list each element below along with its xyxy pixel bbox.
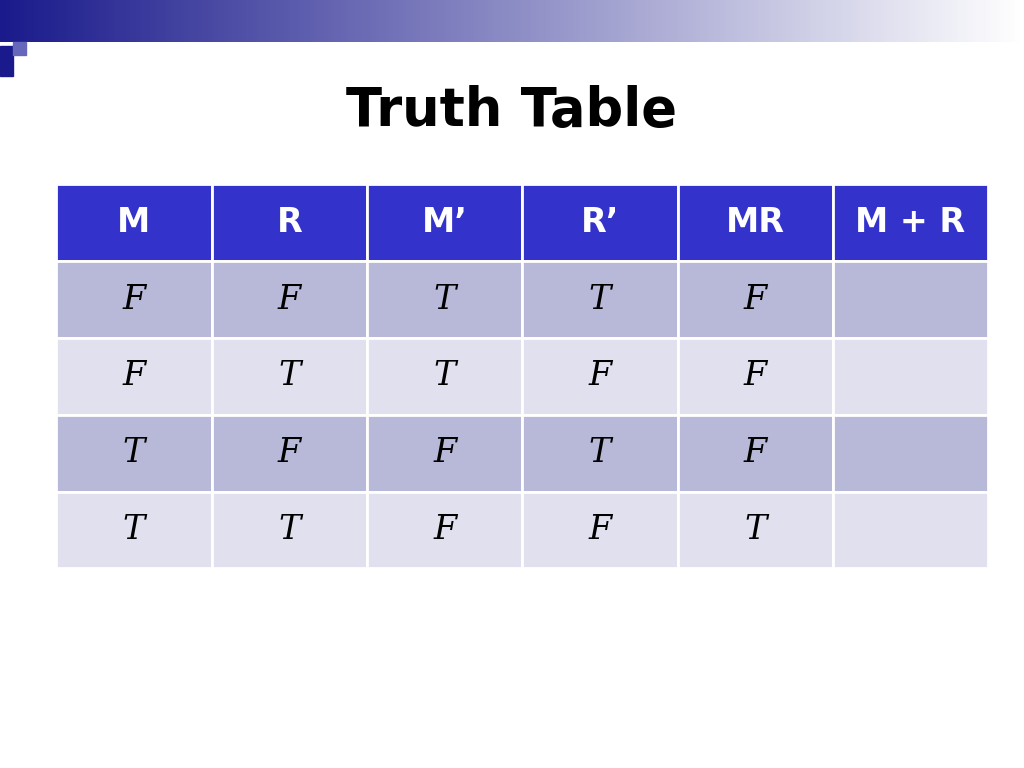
Text: MR: MR <box>726 207 784 239</box>
Text: F: F <box>278 283 301 316</box>
Text: T: T <box>589 437 611 469</box>
Text: F: F <box>123 360 145 392</box>
Bar <box>522 261 678 338</box>
Text: F: F <box>123 283 145 316</box>
Text: F: F <box>433 514 456 546</box>
Bar <box>212 415 367 492</box>
Bar <box>522 492 678 568</box>
Bar <box>367 492 522 568</box>
Text: F: F <box>589 360 611 392</box>
Bar <box>56 184 212 261</box>
Text: F: F <box>743 360 767 392</box>
Bar <box>212 184 367 261</box>
Text: F: F <box>589 514 611 546</box>
Bar <box>56 261 212 338</box>
Bar <box>833 415 988 492</box>
Bar <box>56 415 212 492</box>
Bar <box>678 261 833 338</box>
Bar <box>522 338 678 415</box>
Text: F: F <box>278 437 301 469</box>
Bar <box>0 46 12 76</box>
Text: T: T <box>433 360 456 392</box>
Text: M + R: M + R <box>855 207 966 239</box>
Text: T: T <box>433 283 456 316</box>
Text: T: T <box>279 360 300 392</box>
Text: T: T <box>279 514 300 546</box>
Bar <box>212 338 367 415</box>
Bar <box>833 261 988 338</box>
Text: F: F <box>743 283 767 316</box>
Bar <box>678 184 833 261</box>
Bar <box>678 338 833 415</box>
Bar <box>212 492 367 568</box>
Bar <box>833 338 988 415</box>
Bar <box>56 492 212 568</box>
Text: R’: R’ <box>581 207 620 239</box>
Bar <box>522 415 678 492</box>
Text: T: T <box>123 437 145 469</box>
Bar <box>678 415 833 492</box>
Text: M’: M’ <box>422 207 468 239</box>
Bar <box>56 338 212 415</box>
Text: Truth Table: Truth Table <box>346 85 678 137</box>
Text: T: T <box>589 283 611 316</box>
Bar <box>212 261 367 338</box>
Bar <box>367 184 522 261</box>
Text: M: M <box>118 207 151 239</box>
Bar <box>367 261 522 338</box>
Bar <box>833 184 988 261</box>
Text: F: F <box>743 437 767 469</box>
Text: T: T <box>744 514 766 546</box>
Bar <box>12 42 26 55</box>
Bar <box>678 492 833 568</box>
Bar <box>367 338 522 415</box>
Bar <box>367 415 522 492</box>
Bar <box>833 492 988 568</box>
Bar <box>522 184 678 261</box>
Text: F: F <box>433 437 456 469</box>
Text: T: T <box>123 514 145 546</box>
Text: R: R <box>276 207 302 239</box>
